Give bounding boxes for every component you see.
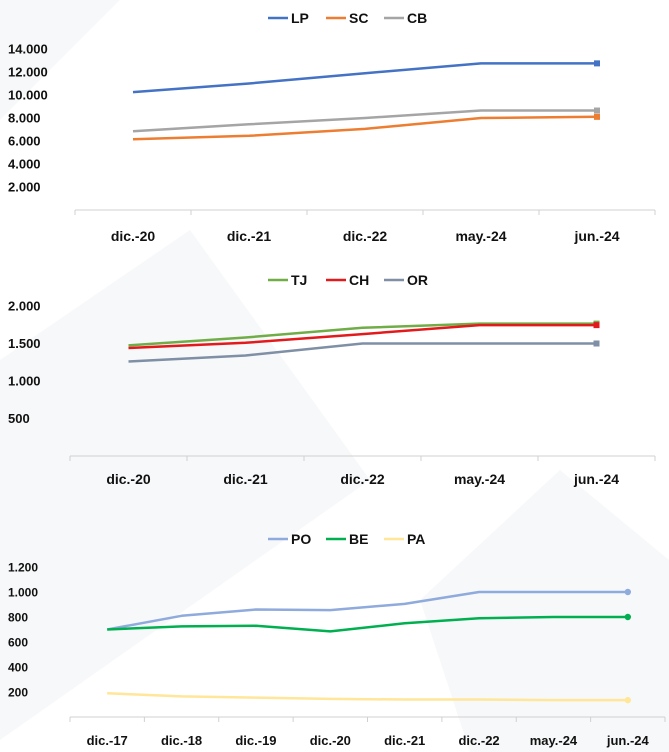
x-tick-label: dic.-22 [458,733,499,748]
series-end-marker-or [593,340,600,347]
x-tick-label: may.-24 [455,228,506,244]
legend-label-ch: CH [349,272,369,288]
legend-label-lp: LP [291,10,309,26]
y-tick-label: 1.200 [8,561,38,575]
series-end-marker-po [624,588,632,596]
x-tick-label: dic.-18 [161,733,202,748]
y-tick-label: 400 [8,661,28,675]
x-tick-label: dic.-19 [235,733,276,748]
x-tick-label: dic.-20 [310,733,351,748]
y-tick-label: 14.000 [8,42,48,57]
x-tick-label: may.-24 [530,733,578,748]
y-tick-label: 200 [8,686,28,700]
series-line-tj [128,322,597,347]
x-tick-label: dic.-21 [223,471,268,487]
chart-2-line: 2.000 1.500 1.000 500 dic.-20 dic.-21 dic.-22 m… [8,272,656,487]
y-tick-label: 4.000 [8,157,41,172]
y-tick-label: 1.500 [8,336,41,351]
series-end-marker-ch [593,322,600,329]
series-line-ch [128,323,597,350]
series-line-or [128,342,597,363]
y-tick-label: 600 [8,636,28,650]
series-end-marker-sc [594,113,600,120]
y-tick-label: 1.000 [8,586,38,600]
y-tick-label: 2.000 [8,299,41,314]
x-tick-label: jun.-24 [573,228,619,244]
legend-label-po: PO [291,531,311,547]
x-tick-label: dic.-21 [384,733,425,748]
chart-3-line: 1.200 1.000 800 600 400 200 dic.-17 dic.-18 dic.… [8,531,666,748]
legend-label-cb: CB [407,10,427,26]
y-tick-label: 8.000 [8,111,41,126]
series-end-marker-lp [594,60,600,67]
x-tick-label: dic.-17 [87,733,128,748]
x-tick-label: dic.-22 [343,228,388,244]
x-tick-label: may.-24 [454,471,505,487]
series-line-pa [107,692,628,702]
series-line-lp [132,62,597,94]
x-tick-label: dic.-21 [227,228,272,244]
series-line-sc [132,115,598,141]
y-tick-label: 800 [8,611,28,625]
y-tick-label: 1.000 [8,374,41,389]
x-tick-label: dic.-22 [340,471,385,487]
series-end-marker-pa [624,696,632,704]
y-tick-label: 6.000 [8,134,41,149]
legend-label-be: BE [349,531,368,547]
x-tick-label: jun.-24 [573,471,619,487]
legend-label-pa: PA [407,531,425,547]
series-end-marker-be [624,613,632,621]
series-line-po [106,590,628,631]
y-tick-label: 10.000 [8,88,48,103]
legend-label-sc: SC [349,10,368,26]
x-tick-label: jun.-24 [606,733,650,748]
y-tick-label: 12.000 [8,65,48,80]
series-end-marker-cb [594,107,600,114]
y-tick-label: 500 [8,411,30,426]
series-line-be [107,615,628,633]
x-tick-label: dic.-20 [106,471,151,487]
legend-label-tj: TJ [291,272,307,288]
chart-1-line: 14.000 12.000 10.000 8.000 6.000 4.000 2.000 di… [8,10,656,244]
legend-label-or: OR [407,272,428,288]
x-tick-label: dic.-20 [111,228,156,244]
series-line-cb [132,109,597,133]
y-tick-label: 2.000 [8,180,41,195]
